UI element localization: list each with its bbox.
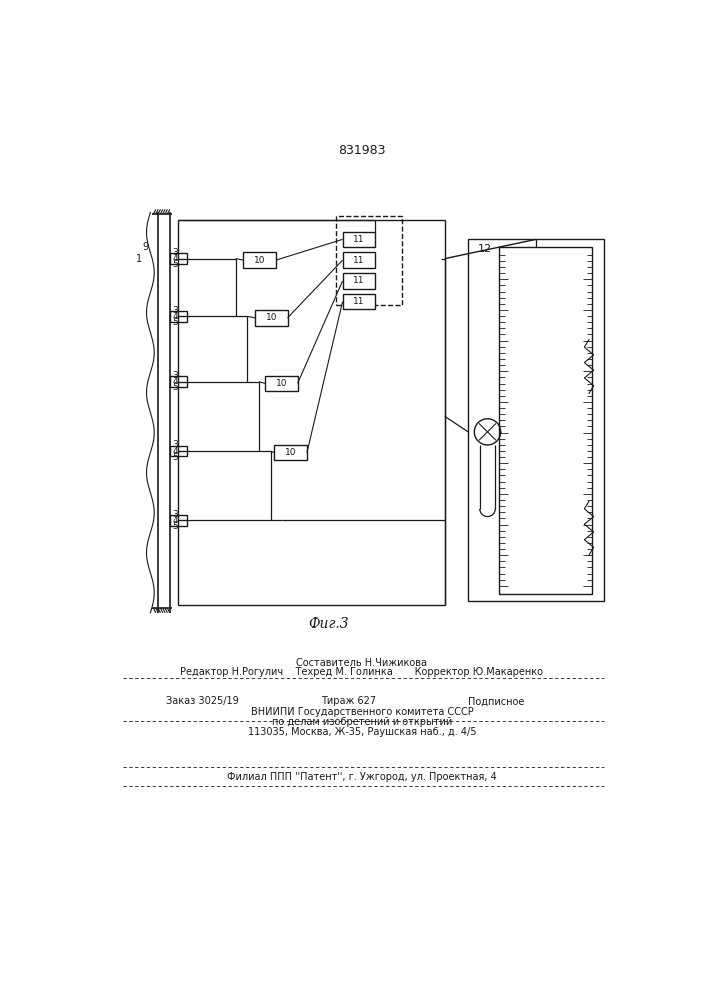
Text: 10: 10 — [285, 448, 296, 457]
Text: Редактор Н.Рогулич    Техред М. Голинка       Корректор Ю.Макаренко: Редактор Н.Рогулич Техред М. Голинка Кор… — [180, 667, 544, 677]
Text: 5: 5 — [173, 260, 178, 269]
Text: по делам изобретений и открытий: по делам изобретений и открытий — [271, 717, 452, 727]
Bar — [170, 515, 187, 526]
Text: 12: 12 — [477, 244, 491, 254]
Bar — [499, 247, 592, 594]
Text: 831983: 831983 — [338, 144, 386, 157]
Text: 11: 11 — [353, 276, 365, 285]
Text: 4: 4 — [173, 312, 178, 321]
Text: 4: 4 — [173, 254, 178, 263]
Text: Заказ 3025/19: Заказ 3025/19 — [166, 696, 239, 706]
Bar — [170, 311, 187, 322]
Text: 5: 5 — [173, 383, 178, 392]
Text: 4: 4 — [173, 447, 178, 456]
Text: 5: 5 — [173, 522, 178, 531]
Text: Тираж 627: Тираж 627 — [321, 696, 376, 706]
Bar — [274, 445, 307, 460]
Text: 10: 10 — [276, 379, 287, 388]
Text: 3: 3 — [173, 248, 178, 257]
Bar — [243, 252, 276, 268]
Text: 3: 3 — [173, 510, 178, 519]
Text: 10: 10 — [254, 256, 265, 265]
Text: 4: 4 — [173, 516, 178, 525]
Text: 3: 3 — [173, 371, 178, 380]
Text: ВНИИПИ Государственного комитета СССР: ВНИИПИ Государственного комитета СССР — [250, 707, 473, 717]
Bar — [255, 310, 288, 326]
Bar — [170, 446, 187, 456]
Bar — [343, 294, 375, 309]
Text: 9: 9 — [142, 242, 148, 252]
Text: 3: 3 — [173, 306, 178, 315]
Bar — [343, 232, 375, 247]
Text: 113035, Москва, Ж-35, Раушская наб., д. 4/5: 113035, Москва, Ж-35, Раушская наб., д. … — [247, 727, 477, 737]
Bar — [343, 273, 375, 289]
Text: 4: 4 — [173, 377, 178, 386]
Text: 5: 5 — [173, 318, 178, 327]
Bar — [170, 376, 187, 387]
Text: Фиг.3: Фиг.3 — [308, 617, 349, 631]
Bar — [170, 253, 187, 264]
Text: 5: 5 — [173, 453, 178, 462]
Text: Филиал ППП ''Патент'', г. Ужгород, ул. Проектная, 4: Филиал ППП ''Патент'', г. Ужгород, ул. П… — [227, 772, 497, 782]
Text: 11: 11 — [353, 297, 365, 306]
Text: 11: 11 — [353, 256, 365, 265]
Text: Составитель Н.Чижикова: Составитель Н.Чижикова — [296, 658, 428, 668]
Text: 10: 10 — [266, 313, 277, 322]
Text: 11: 11 — [353, 235, 365, 244]
Bar — [343, 252, 375, 268]
Bar — [265, 376, 298, 391]
Bar — [337, 216, 402, 305]
Text: Подписное: Подписное — [468, 696, 525, 706]
Text: 1: 1 — [136, 254, 142, 264]
Bar — [468, 239, 604, 601]
Text: 3: 3 — [173, 440, 178, 449]
